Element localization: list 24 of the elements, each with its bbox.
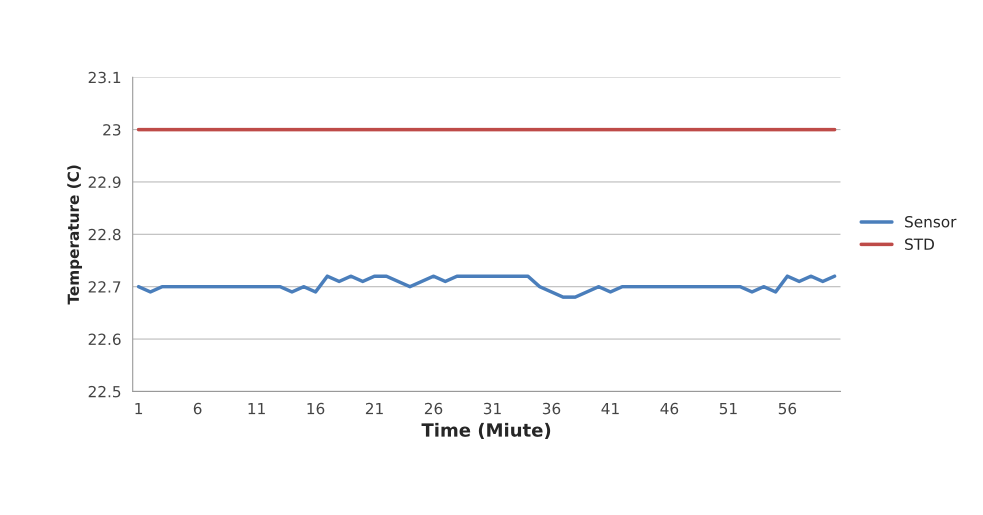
y-tick-label: 22.7 (88, 281, 120, 292)
y-tick-label: 22.9 (88, 176, 121, 188)
x-tick-label: 41 (601, 402, 619, 414)
x-tick-label: 36 (542, 402, 560, 414)
x-tick-label: 31 (484, 402, 501, 414)
y-tick-label: 22.5 (88, 386, 120, 398)
y-tick-label: 22.8 (88, 228, 121, 240)
y-tick-label: 23.1 (88, 72, 120, 84)
line-series (136, 274, 836, 299)
x-tick-label: 21 (366, 402, 383, 414)
x-tick-label: 56 (778, 402, 796, 414)
legend-label: Sensor (905, 216, 956, 228)
x-tick-label: 46 (660, 402, 678, 414)
x-tick-label: 26 (424, 402, 442, 414)
y-axis-title: Temperature (C) (67, 165, 82, 304)
x-tick-label: 16 (308, 402, 324, 414)
x-tick-label: 6 (194, 402, 202, 414)
y-tick-label: 23 (103, 124, 120, 136)
y-tick-label: 22.6 (88, 334, 121, 346)
legend-label: STD (905, 238, 934, 250)
x-axis-title: Time (Miute) (422, 422, 550, 439)
x-tick-label: 1 (135, 402, 142, 414)
x-tick-label: 51 (720, 402, 737, 414)
x-tick-label: 11 (248, 402, 265, 414)
